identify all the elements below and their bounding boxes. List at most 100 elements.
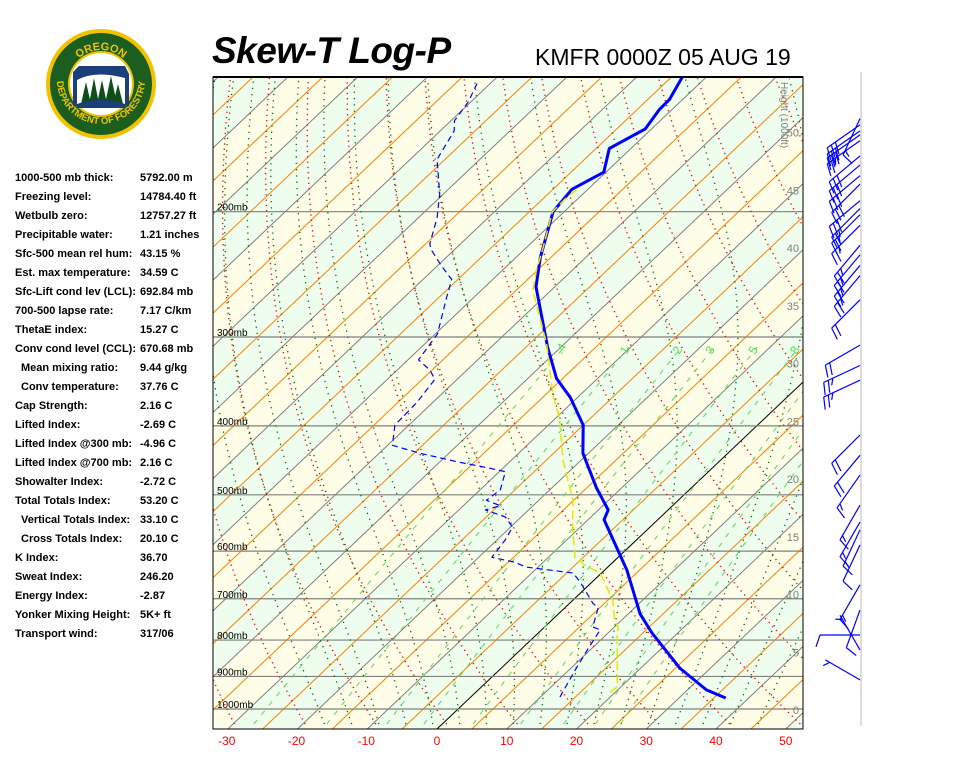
wind-barb-tick xyxy=(830,144,836,158)
wind-barb-tick xyxy=(830,150,836,164)
wind-barb-tick xyxy=(826,153,832,167)
wind-barb-tick xyxy=(832,222,839,236)
temperature-tick-label: 30 xyxy=(640,734,654,748)
isotherm xyxy=(213,77,393,248)
stat-row: Precipitable water: 1.21 inches xyxy=(15,226,215,245)
wind-barb-tick xyxy=(834,208,842,221)
wind-barb xyxy=(833,454,861,498)
stat-label: Precipitable water: xyxy=(15,229,113,241)
stat-value: 34.59 C xyxy=(140,267,179,279)
temperature-tick-label: -10 xyxy=(358,734,376,748)
wetbulb-line xyxy=(532,188,620,693)
mixing-ratio-line xyxy=(423,346,715,725)
wind-staff xyxy=(845,609,861,648)
wind-barb-tick xyxy=(838,229,841,237)
temperature-tick-label: 10 xyxy=(500,734,514,748)
wind-staff xyxy=(831,183,861,213)
pressure-label: 800mb xyxy=(217,631,248,642)
stat-row: Showalter Index: -2.72 C xyxy=(15,473,215,492)
stat-label: Conv temperature: xyxy=(21,381,119,393)
moist-adiabat xyxy=(353,78,488,725)
height-axis-label: Height (1000ft) xyxy=(778,82,789,148)
isotherm xyxy=(0,77,113,729)
stat-label: Wetbulb zero: xyxy=(15,210,88,222)
isotherm xyxy=(401,348,803,729)
dry-adiabat xyxy=(540,77,803,592)
oregon-department-of-forestry-logo: OREGON DEPARTMENT OF FORESTRY xyxy=(46,29,156,139)
isotherm xyxy=(611,546,803,729)
isotherm xyxy=(0,77,44,729)
stat-row: Mean mixing ratio: 9.44 g/kg xyxy=(15,359,215,378)
chart-title: Skew-T Log-P xyxy=(212,30,451,71)
isotherm xyxy=(213,77,637,480)
wind-barb-tick xyxy=(839,539,849,550)
stat-value: 43.15 % xyxy=(140,248,181,260)
temperature-tick-label: 20 xyxy=(570,734,584,748)
temperature-tick-label: 40 xyxy=(709,734,723,748)
wind-barb-tick xyxy=(834,151,840,165)
wind-staff xyxy=(839,584,861,620)
stat-row: Lifted Index @300 mb: -4.96 C xyxy=(15,435,215,454)
wind-barb xyxy=(833,275,861,318)
stat-value: 20.10 C xyxy=(140,533,179,545)
wind-staff xyxy=(831,214,861,244)
wind-barb xyxy=(835,614,861,651)
wind-barb-tick xyxy=(823,382,826,396)
wind-barb xyxy=(824,344,861,378)
isotherm xyxy=(821,77,960,729)
isotherm xyxy=(213,77,742,579)
isotherm xyxy=(785,711,803,729)
wind-barb xyxy=(815,634,860,648)
stat-row: Vertical Totals Index: 33.10 C xyxy=(15,511,215,530)
stat-value: 317/06 xyxy=(140,628,174,640)
stat-label: Cap Strength: xyxy=(15,400,88,412)
height-tick-label: 45 xyxy=(787,185,799,197)
dry-adiabat xyxy=(265,77,448,725)
stat-value: 12757.27 ft xyxy=(140,210,197,222)
wind-barb-tick xyxy=(828,190,835,203)
stat-value: 7.17 C/km xyxy=(140,305,192,317)
dewpoint-line xyxy=(391,80,601,698)
moist-adiabat xyxy=(530,78,627,725)
wind-staff xyxy=(825,344,861,366)
isotherm xyxy=(297,249,803,729)
isotherm xyxy=(213,77,568,414)
pressure-label: 700mb xyxy=(217,590,248,601)
isotherm xyxy=(262,216,803,729)
wind-barb-tick xyxy=(826,147,832,161)
isotherm xyxy=(0,77,183,729)
dry-adiabat xyxy=(463,77,801,725)
wind-barb-tick xyxy=(834,249,842,262)
pressure-label: 200mb xyxy=(217,203,248,214)
stat-row: Energy Index: -2.87 xyxy=(15,587,215,606)
isotherm xyxy=(213,77,428,281)
stat-value: 37.76 C xyxy=(140,381,179,393)
wind-staff xyxy=(833,244,861,277)
stat-value: 9.44 g/kg xyxy=(140,362,188,374)
wind-staff xyxy=(833,454,861,487)
mixing-ratio-line xyxy=(253,346,565,725)
mixing-ratio-line xyxy=(520,346,799,725)
height-tick-label: 15 xyxy=(787,532,799,544)
isotherm xyxy=(0,77,148,729)
wind-staff xyxy=(839,504,861,541)
isotherm xyxy=(645,579,803,729)
wind-staff xyxy=(826,130,861,155)
wind-barb xyxy=(831,183,861,225)
moist-adiabat xyxy=(246,78,380,725)
wind-barb xyxy=(822,659,861,681)
stat-value: -2.87 xyxy=(140,590,166,602)
wind-barb-tick xyxy=(830,154,836,168)
stat-label: Freezing level: xyxy=(15,191,92,203)
stat-row: Freezing level: 14784.40 ft xyxy=(15,188,215,207)
isotherm xyxy=(213,77,219,83)
wind-staff xyxy=(833,275,861,307)
wind-staff xyxy=(831,208,861,238)
stat-value: 15.27 C xyxy=(140,324,179,336)
wind-barb-tick xyxy=(841,552,847,560)
isotherm xyxy=(213,77,603,447)
wind-barb-tick xyxy=(830,160,836,174)
wind-barb xyxy=(845,609,861,656)
wind-barb-tick xyxy=(841,614,847,622)
